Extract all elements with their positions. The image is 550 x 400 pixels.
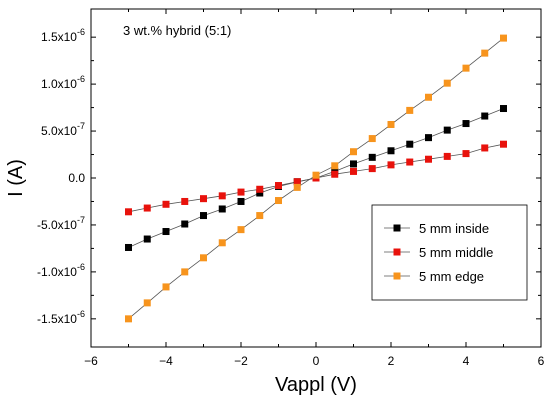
data-point bbox=[443, 79, 451, 87]
data-point bbox=[350, 160, 357, 168]
x-tick-label: −2 bbox=[234, 354, 248, 368]
y-tick-exponent: -6 bbox=[77, 74, 85, 84]
data-point bbox=[143, 235, 151, 243]
data-point bbox=[425, 93, 432, 101]
y-tick-exponent: -6 bbox=[77, 309, 85, 319]
x-tick-label: 6 bbox=[538, 354, 545, 368]
data-point bbox=[143, 204, 151, 212]
legend-marker bbox=[393, 224, 401, 232]
data-point bbox=[368, 135, 376, 143]
legend-label: 5 mm middle bbox=[419, 245, 493, 260]
data-point bbox=[481, 112, 489, 120]
chart-annotation: 3 wt.% hybrid (5:1) bbox=[123, 23, 231, 38]
data-point bbox=[406, 140, 414, 148]
data-point bbox=[387, 147, 395, 155]
y-tick-mantissa: -5.0x10 bbox=[37, 218, 77, 232]
data-point bbox=[143, 299, 151, 307]
x-tick-label: 4 bbox=[463, 354, 470, 368]
data-point bbox=[331, 162, 339, 170]
data-point bbox=[275, 197, 282, 205]
data-point bbox=[462, 150, 470, 158]
data-point bbox=[162, 200, 170, 208]
data-point bbox=[350, 167, 357, 175]
y-tick-label: 5.0x10-7 bbox=[41, 121, 85, 138]
data-point bbox=[237, 226, 245, 234]
data-point bbox=[181, 197, 189, 205]
data-point bbox=[387, 120, 395, 128]
data-point bbox=[256, 189, 264, 197]
y-tick-mantissa: 5.0x10 bbox=[41, 124, 77, 138]
y-tick-mantissa: -1.5x10 bbox=[37, 312, 77, 326]
y-tick-mantissa: 1.5x10 bbox=[41, 30, 77, 44]
x-tick-label: −6 bbox=[84, 354, 98, 368]
data-point bbox=[181, 220, 189, 228]
data-point bbox=[500, 140, 507, 148]
data-point bbox=[481, 49, 489, 57]
data-point bbox=[406, 158, 414, 166]
y-tick-exponent: -6 bbox=[77, 27, 85, 37]
data-point bbox=[200, 254, 207, 262]
legend: 5 mm inside 5 mm middle 5 mm edge bbox=[371, 204, 528, 301]
x-tick-label: 2 bbox=[388, 354, 395, 368]
y-tick-label: 1.5x10-6 bbox=[41, 27, 85, 44]
data-point bbox=[312, 171, 320, 179]
data-point bbox=[162, 283, 170, 291]
data-point bbox=[125, 208, 132, 216]
series-markers bbox=[125, 34, 507, 323]
data-point bbox=[425, 155, 432, 163]
data-point bbox=[256, 212, 264, 220]
data-point bbox=[125, 243, 132, 251]
data-point bbox=[237, 188, 245, 196]
y-tick-mantissa: 1.0x10 bbox=[41, 77, 77, 91]
y-tick-label: -1.5x10-6 bbox=[37, 309, 85, 326]
legend-label: 5 mm inside bbox=[419, 221, 489, 236]
data-point bbox=[350, 148, 357, 156]
axis-tick-labels: −6 −4 −2 0 2 4 6-1.5x10-6-1.0x10-6-5.0x10-70.0… bbox=[37, 27, 545, 368]
y-tick-mantissa: -1.0x10 bbox=[37, 265, 77, 279]
data-point bbox=[293, 183, 301, 191]
y-tick-exponent: -7 bbox=[77, 215, 85, 225]
data-point bbox=[218, 192, 226, 200]
y-tick-exponent: -6 bbox=[77, 262, 85, 272]
x-tick-label: 0 bbox=[313, 354, 320, 368]
data-point bbox=[500, 105, 507, 113]
data-point bbox=[500, 34, 507, 42]
data-point bbox=[275, 182, 282, 190]
data-point bbox=[218, 239, 226, 247]
data-point bbox=[425, 134, 432, 142]
data-point bbox=[218, 205, 226, 213]
y-tick-label: 0.0 bbox=[68, 171, 85, 185]
data-point bbox=[443, 126, 451, 134]
y-tick-exponent: -7 bbox=[77, 121, 85, 131]
y-tick-label: -1.0x10-6 bbox=[37, 262, 85, 279]
legend-label: 5 mm edge bbox=[419, 269, 484, 284]
data-point bbox=[181, 268, 189, 276]
y-tick-label: 1.0x10-6 bbox=[41, 74, 85, 91]
data-point bbox=[443, 152, 451, 160]
data-point bbox=[125, 315, 132, 323]
data-point bbox=[387, 161, 395, 169]
data-point bbox=[462, 120, 470, 128]
data-point bbox=[237, 197, 245, 205]
legend-marker bbox=[393, 272, 401, 280]
data-point bbox=[200, 212, 207, 220]
data-point bbox=[406, 106, 414, 114]
data-point bbox=[462, 64, 470, 72]
data-point bbox=[293, 178, 301, 186]
data-point bbox=[368, 153, 376, 161]
x-axis-label: Vappl (V) bbox=[275, 374, 357, 396]
data-point bbox=[256, 185, 264, 193]
y-tick-mantissa: 0.0 bbox=[68, 171, 85, 185]
data-point bbox=[331, 170, 339, 178]
axis-ticks bbox=[90, 9, 542, 347]
y-tick-label: -5.0x10-7 bbox=[37, 215, 85, 232]
legend-marker bbox=[393, 248, 401, 256]
data-point bbox=[162, 228, 170, 236]
data-point bbox=[368, 165, 376, 173]
data-point bbox=[481, 144, 489, 152]
x-tick-label: −4 bbox=[159, 354, 173, 368]
y-axis-label: I (A) bbox=[5, 159, 27, 197]
data-point bbox=[200, 195, 207, 203]
